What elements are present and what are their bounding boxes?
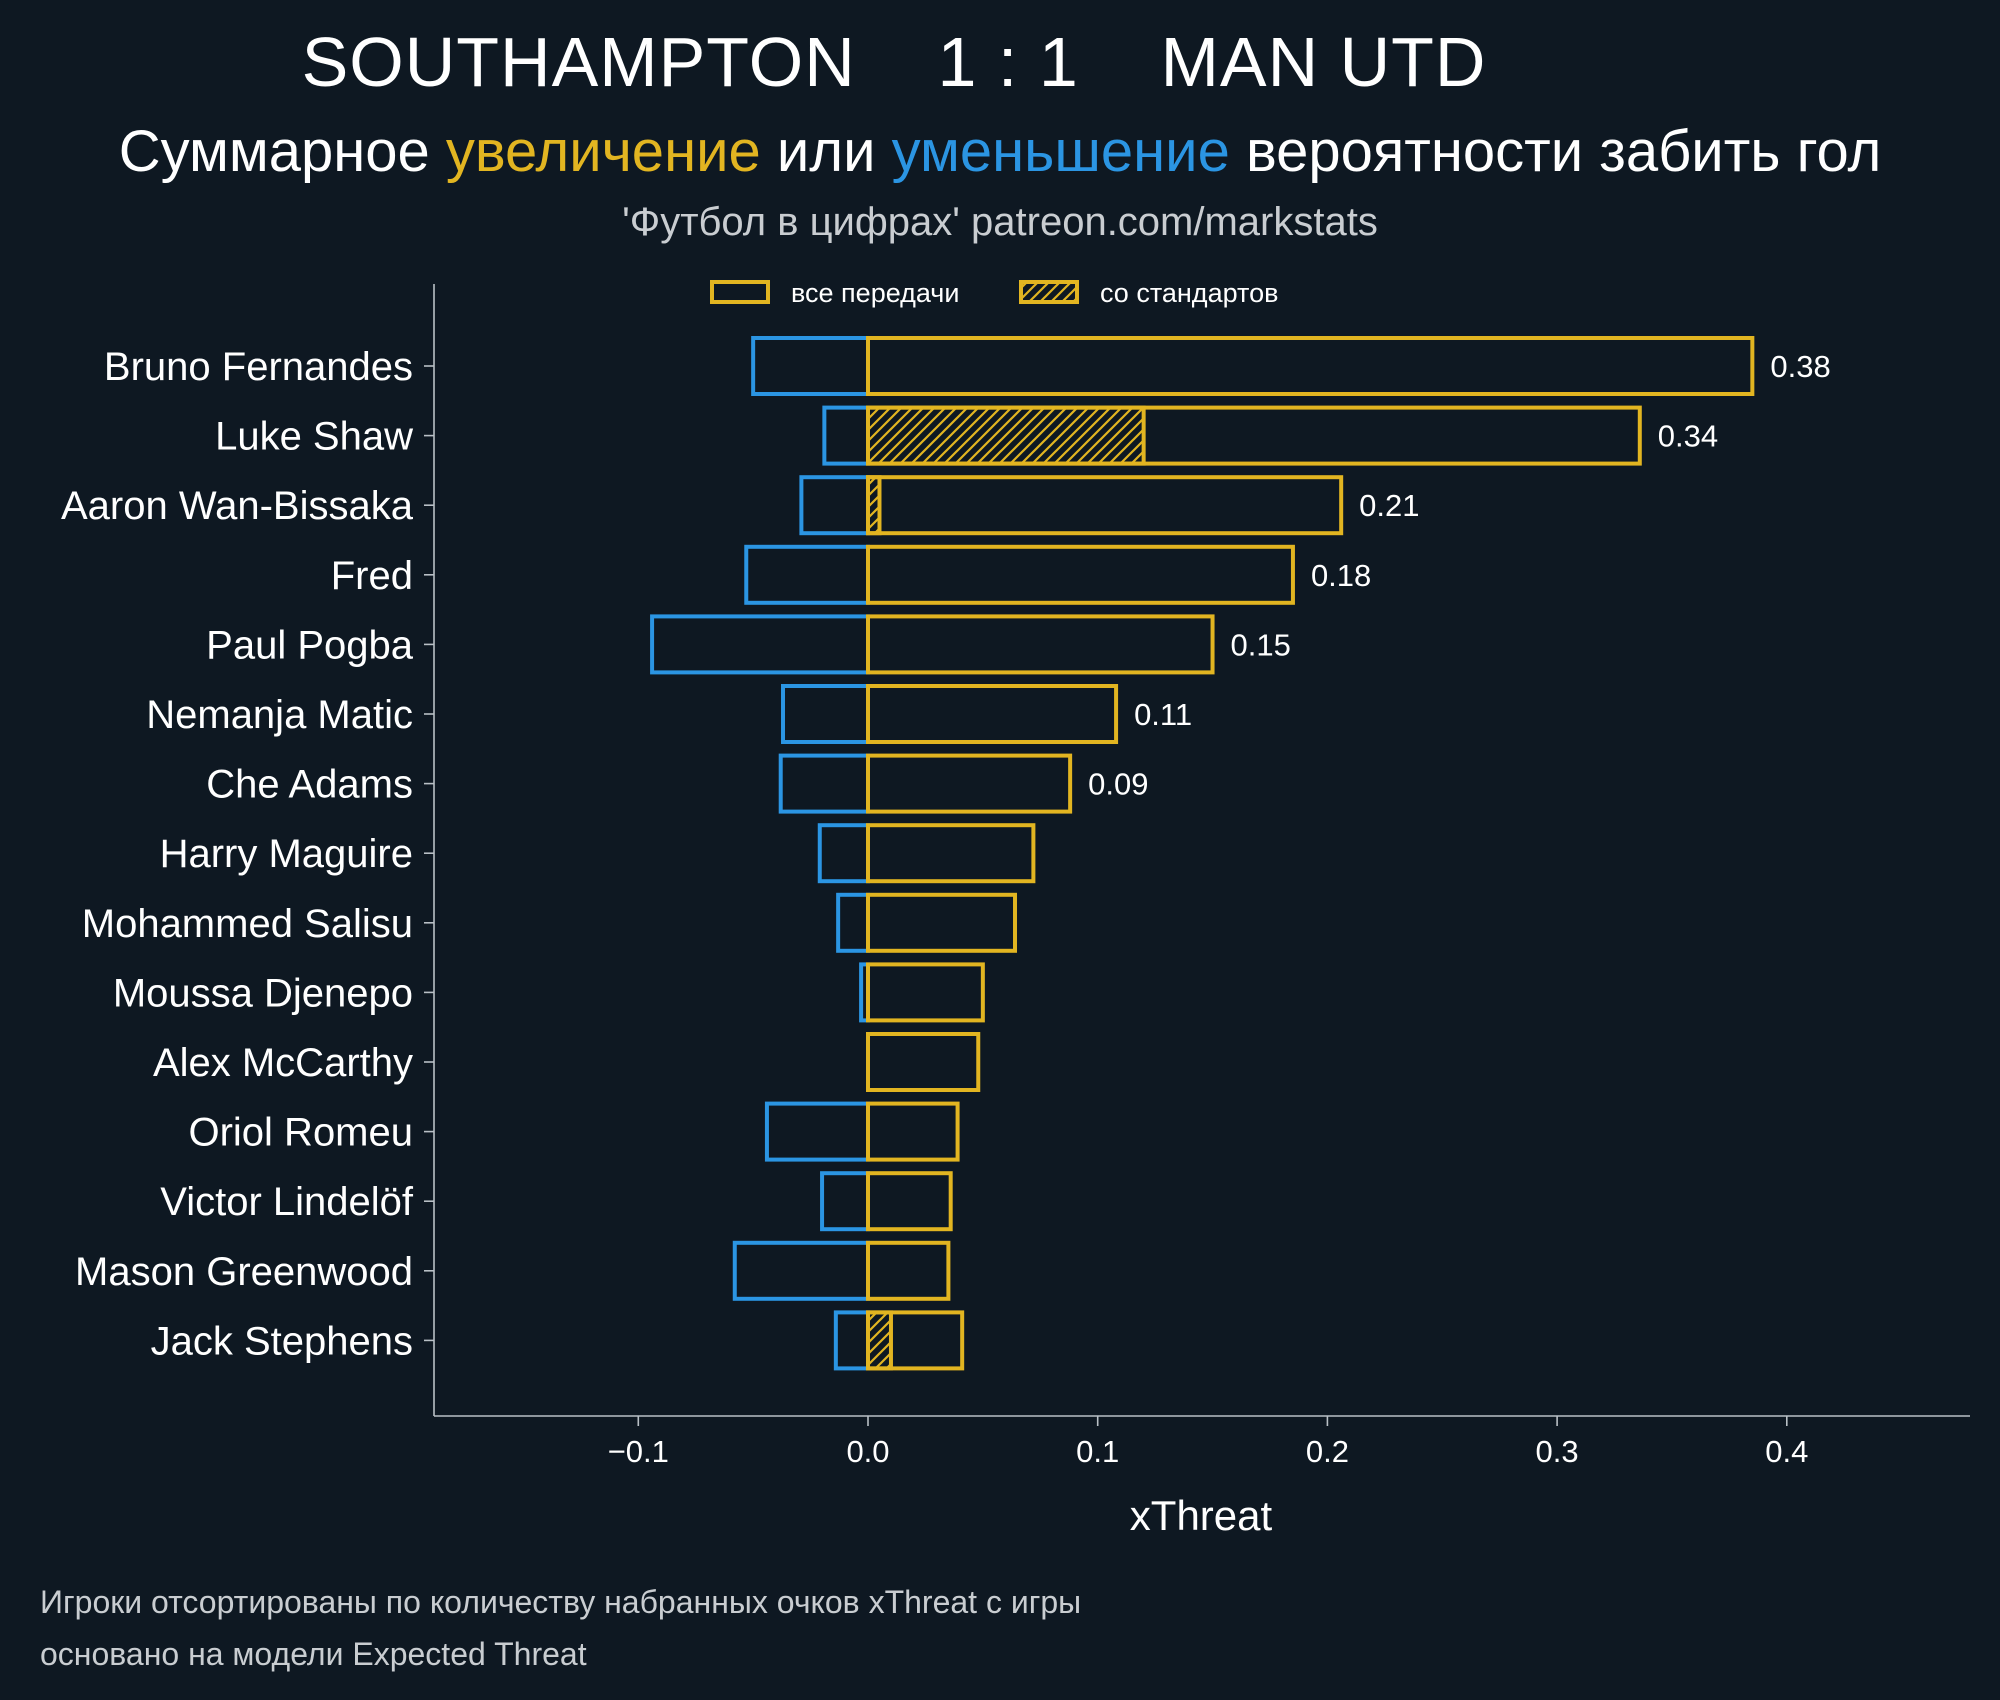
subtitle-part3: вероятности забить гол — [1229, 119, 1882, 184]
subtitle-increase: увеличение — [445, 119, 761, 184]
value-label: 0.38 — [1770, 349, 1830, 384]
decrease-bar — [650, 614, 870, 675]
decrease-bar — [764, 1101, 871, 1162]
x-tick-label: −0.1 — [608, 1434, 669, 1469]
x-tick-label: 0.0 — [846, 1434, 889, 1469]
home-team: SOUTHAMPTON — [301, 23, 856, 101]
player-label: Luke Shaw — [215, 415, 413, 459]
player-label: Alex McCarthy — [153, 1041, 413, 1085]
x-tick-label: 0.2 — [1306, 1434, 1349, 1469]
player-label: Che Adams — [206, 763, 413, 807]
player-label: Oriol Romeu — [188, 1111, 413, 1155]
subtitle-part1: Суммарное — [118, 119, 446, 184]
player-label: Paul Pogba — [206, 623, 414, 667]
player-label: Fred — [331, 554, 413, 598]
set-piece-bar — [866, 405, 1146, 466]
x-tick-label: 0.1 — [1076, 1434, 1119, 1469]
increase-bar — [866, 892, 1018, 953]
decrease-bar — [836, 892, 870, 953]
player-label: Bruno Fernandes — [104, 345, 413, 389]
increase-bar — [866, 475, 1344, 536]
increase-bar — [866, 405, 1642, 466]
chart-subtitle: Суммарное увеличение или уменьшение веро… — [0, 118, 2000, 185]
decrease-bar — [732, 1240, 870, 1301]
increase-bar — [866, 684, 1119, 744]
increase-bar — [866, 614, 1215, 675]
increase-bar — [866, 1171, 953, 1232]
decrease-bar — [778, 753, 870, 814]
subtitle-part2: или — [760, 119, 892, 184]
increase-bar — [866, 544, 1295, 605]
value-label: 0.11 — [1134, 697, 1192, 732]
player-label: Mohammed Salisu — [82, 902, 413, 946]
increase-bar — [866, 1101, 960, 1162]
increase-bar — [866, 823, 1036, 884]
subtitle-decrease: уменьшение — [891, 119, 1230, 184]
value-label: 0.21 — [1359, 488, 1419, 523]
match-title: SOUTHAMPTON 1 : 1 MAN UTD — [0, 22, 1788, 102]
player-label: Mason Greenwood — [75, 1250, 413, 1294]
away-team: MAN UTD — [1160, 23, 1487, 101]
decrease-bar — [822, 405, 870, 466]
player-label: Moussa Djenepo — [113, 971, 413, 1015]
increase-bar — [866, 753, 1073, 814]
match-score: 1 : 1 — [937, 23, 1079, 101]
increase-bar — [866, 1032, 981, 1092]
player-label: Nemanja Matic — [146, 693, 413, 737]
decrease-bar — [781, 684, 870, 744]
value-label: 0.34 — [1658, 419, 1718, 454]
player-label: Aaron Wan-Bissaka — [61, 484, 414, 528]
decrease-bar — [833, 1310, 870, 1371]
footnote-model: основано на модели Expected Threat — [40, 1636, 587, 1672]
x-axis-label: xThreat — [1130, 1492, 1273, 1539]
decrease-bar — [820, 1171, 870, 1232]
decrease-bar — [799, 475, 871, 536]
source-credit: 'Футбол в цифрах' patreon.com/markstats — [622, 200, 1378, 244]
legend-label-set-pieces: со стандартов — [1100, 278, 1278, 308]
increase-bar — [866, 336, 1755, 396]
decrease-bar — [817, 823, 870, 884]
value-label: 0.15 — [1231, 627, 1291, 662]
legend-label-all-passes: все передачи — [791, 278, 959, 308]
value-label: 0.18 — [1311, 558, 1371, 593]
value-label: 0.09 — [1088, 767, 1148, 802]
player-label: Harry Maguire — [160, 832, 413, 876]
decrease-bar — [744, 544, 870, 605]
legend-hatched-swatch — [1019, 280, 1079, 304]
x-tick-label: 0.3 — [1536, 1434, 1579, 1469]
player-label: Jack Stephens — [151, 1319, 413, 1363]
x-tick-label: 0.4 — [1765, 1434, 1808, 1469]
set-piece-bar — [866, 1310, 893, 1371]
increase-bar — [866, 1310, 965, 1371]
legend-outline-swatch — [710, 280, 770, 304]
footnote-sorting: Игроки отсортированы по количеству набра… — [40, 1584, 1082, 1620]
player-label: Victor Lindelöf — [160, 1180, 414, 1224]
increase-bar — [866, 962, 985, 1023]
increase-bar — [866, 1240, 951, 1301]
decrease-bar — [751, 336, 871, 396]
